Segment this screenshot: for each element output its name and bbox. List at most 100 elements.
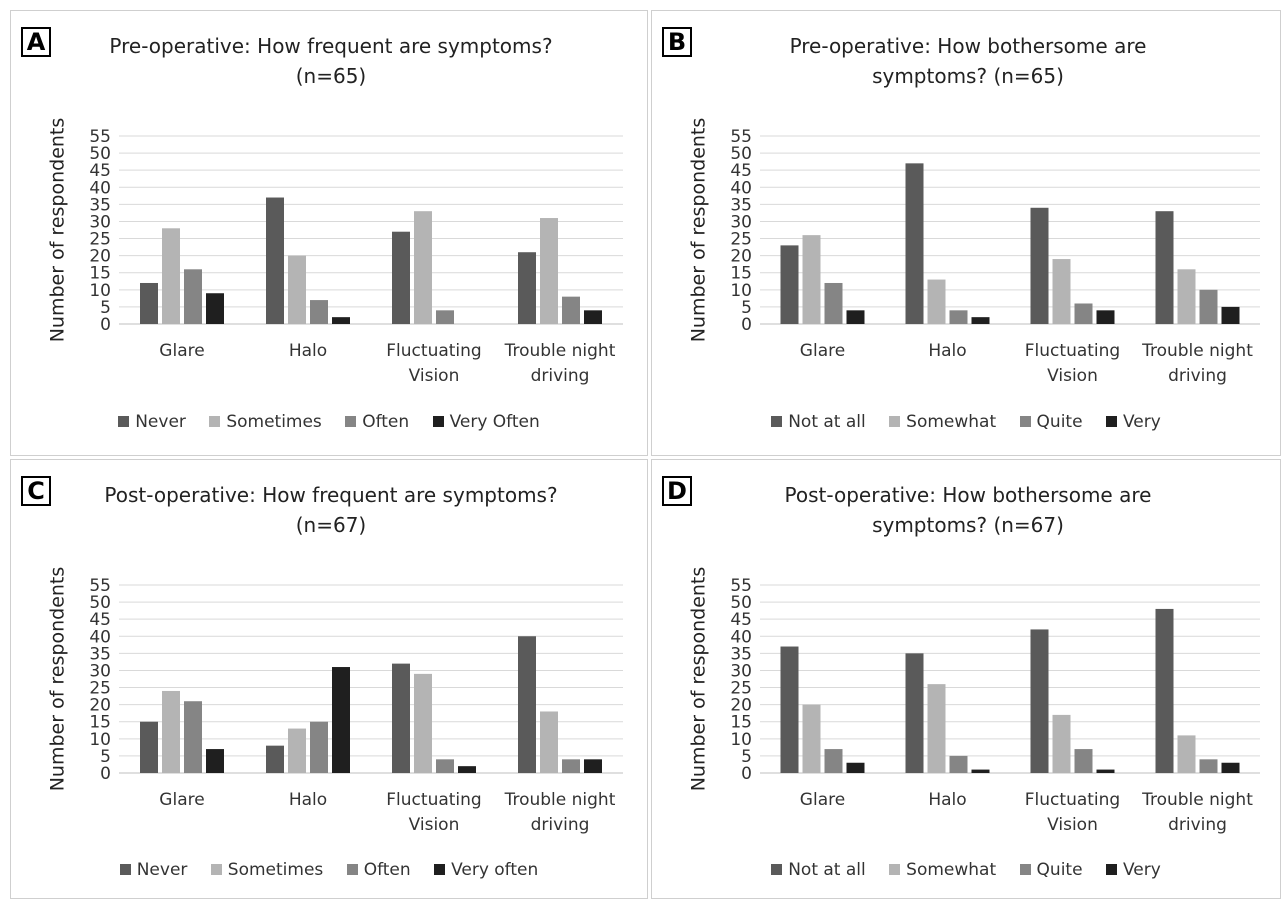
y-tick-label: 35: [730, 644, 752, 664]
y-tick-label: 55: [89, 127, 111, 147]
legend-item: Quite: [1019, 860, 1083, 880]
legend-label: Very: [1122, 860, 1161, 880]
bar: [414, 211, 432, 324]
x-tick-label: Trouble night: [1141, 790, 1253, 810]
y-tick-label: 40: [730, 178, 752, 198]
bar: [824, 749, 843, 773]
legend-swatch: [346, 864, 358, 875]
legend-item: Never: [119, 860, 188, 880]
legend-item: Very: [1105, 860, 1161, 880]
legend-swatch: [771, 416, 783, 427]
bar: [310, 300, 328, 324]
x-tick-label: Vision: [1047, 815, 1098, 835]
bar: [1074, 303, 1093, 324]
bar: [780, 646, 799, 773]
x-tick-label: Fluctuating: [386, 341, 481, 361]
bar: [927, 684, 946, 773]
legend-item: Very often: [434, 860, 538, 880]
y-tick-label: 25: [730, 679, 752, 699]
bar: [846, 310, 865, 324]
legend-label: Very often: [451, 860, 539, 880]
legend-item: Somewhat: [889, 860, 996, 880]
legend-swatch: [1019, 864, 1031, 875]
y-tick-label: 45: [730, 610, 752, 630]
legend-label: Never: [136, 860, 188, 880]
panel-label: B: [662, 27, 692, 57]
chart-panel-a: A Pre-operative: How frequent are sympto…: [10, 10, 648, 456]
chart-panel-d: D Post-operative: How bothersome are sym…: [651, 459, 1281, 899]
bar: [1199, 289, 1218, 324]
x-tick-label: Vision: [409, 366, 460, 386]
bar: [1199, 759, 1218, 773]
legend-item: Often: [346, 860, 411, 880]
chart-panel-b: B Pre-operative: How bothersome are symp…: [651, 10, 1281, 456]
legend: Never Sometimes Often Very Often: [11, 412, 647, 432]
y-tick-label: 5: [100, 298, 111, 318]
bar: [414, 673, 432, 773]
x-tick-label: Glare: [800, 341, 845, 361]
x-tick-label: driving: [1168, 366, 1227, 386]
legend-swatch: [118, 416, 130, 427]
y-tick-label: 20: [89, 696, 111, 716]
bar: [288, 255, 306, 324]
chart-title-line-2: (n=67): [295, 513, 367, 537]
legend-label: Not at all: [788, 412, 866, 432]
legend-item: Sometimes: [209, 412, 322, 432]
y-tick-label: 25: [89, 679, 111, 699]
bar: [905, 163, 924, 324]
bar: [1096, 769, 1115, 773]
bar: [1221, 762, 1240, 773]
legend-item: Sometimes: [210, 860, 324, 880]
y-tick-label: 25: [730, 230, 752, 250]
legend-item: Often: [345, 412, 409, 432]
chart-title-line-2: (n=65): [295, 64, 367, 88]
y-tick-label: 50: [89, 593, 111, 613]
bar: [458, 766, 476, 773]
y-tick-label: 0: [741, 764, 752, 784]
y-tick-label: 40: [730, 627, 752, 647]
bar: [332, 667, 350, 773]
legend-label: Quite: [1036, 860, 1083, 880]
bar: [971, 769, 990, 773]
y-tick-label: 50: [730, 593, 752, 613]
y-tick-label: 20: [730, 247, 752, 267]
legend-label: Often: [362, 412, 410, 432]
chart-panel-c: C Post-operative: How frequent are sympt…: [10, 459, 648, 899]
bar: [436, 759, 454, 773]
legend-swatch: [119, 864, 131, 875]
bar: [184, 701, 202, 773]
y-tick-label: 40: [89, 627, 111, 647]
y-tick-label: 55: [89, 576, 111, 596]
bar: [1096, 310, 1115, 324]
y-tick-label: 15: [89, 264, 111, 284]
x-tick-label: driving: [531, 366, 590, 386]
y-tick-label: 35: [89, 195, 111, 215]
y-tick-label: 40: [89, 178, 111, 198]
bar: [288, 728, 306, 773]
legend-item: Never: [118, 412, 186, 432]
x-tick-label: Glare: [159, 790, 204, 810]
y-tick-label: 35: [730, 195, 752, 215]
y-tick-label: 50: [89, 144, 111, 164]
x-tick-label: Trouble night: [1141, 341, 1253, 361]
chart-title: Pre-operative: How frequent are symptoms…: [71, 31, 591, 91]
legend-label: Sometimes: [227, 860, 324, 880]
bar: [206, 293, 224, 324]
legend-swatch: [209, 416, 221, 427]
bar: [846, 762, 865, 773]
legend: Not at all Somewhat Quite Very: [652, 412, 1280, 432]
x-tick-label: Vision: [1047, 366, 1098, 386]
bar: [518, 636, 536, 773]
y-tick-label: 45: [89, 610, 111, 630]
y-tick-label: 20: [89, 247, 111, 267]
y-tick-label: 20: [730, 696, 752, 716]
y-tick-label: 0: [741, 315, 752, 335]
bar: [162, 690, 180, 773]
bar: [584, 759, 602, 773]
y-tick-label: 5: [741, 298, 752, 318]
y-tick-label: 50: [730, 144, 752, 164]
y-tick-label: 10: [89, 730, 111, 750]
bar: [949, 310, 968, 324]
legend-label: Somewhat: [906, 860, 997, 880]
